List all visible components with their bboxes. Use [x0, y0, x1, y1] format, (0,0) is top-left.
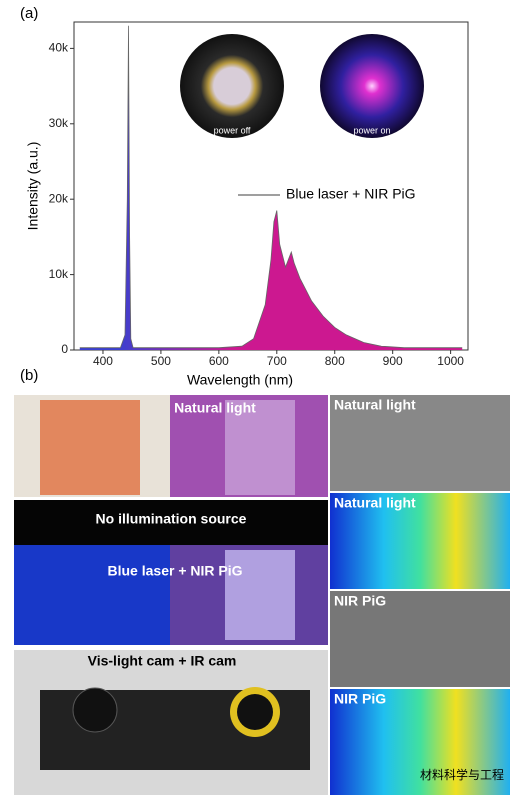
- inset-label: power off: [214, 125, 251, 135]
- y-tick-label: 10k: [49, 267, 69, 281]
- x-tick-label: 900: [383, 354, 403, 368]
- y-tick-label: 20k: [49, 191, 69, 205]
- photo: [14, 500, 328, 545]
- photo: [72, 687, 118, 733]
- y-axis-title: Intensity (a.u.): [25, 142, 41, 231]
- photo: [330, 493, 510, 589]
- panel-b: (b) Natural light No illumination source…: [14, 367, 510, 795]
- photo: [40, 400, 140, 495]
- x-tick-label: 500: [151, 354, 171, 368]
- photo-label: No illumination source: [96, 511, 247, 527]
- x-tick-label: 400: [93, 354, 113, 368]
- inset-photo: [320, 34, 424, 138]
- photo: [330, 591, 510, 687]
- panel-label: (b): [20, 367, 38, 384]
- photo: [225, 400, 295, 495]
- x-axis-title: Wavelength (nm): [187, 372, 293, 388]
- photo-label: Natural light: [174, 400, 256, 416]
- spectrum-line: [79, 25, 463, 349]
- photo: [330, 689, 510, 795]
- watermark: 材料科学与工程: [420, 767, 504, 782]
- photo-label: NIR PiG: [334, 691, 386, 707]
- inset-label: power on: [353, 125, 390, 135]
- panel-label: (a): [20, 5, 38, 22]
- x-tick-label: 600: [209, 354, 229, 368]
- photo-label: NIR PiG: [334, 593, 386, 609]
- y-tick-label: 40k: [49, 41, 69, 55]
- photo-label: Vis-light cam + IR cam: [88, 653, 237, 669]
- photo-label: Natural light: [334, 495, 416, 511]
- x-tick-label: 700: [267, 354, 287, 368]
- legend-label: Blue laser + NIR PiG: [286, 186, 416, 202]
- spectrum-chart: power off power on Wavelength (nm) Inten…: [25, 21, 469, 388]
- inset-photo: [180, 34, 284, 138]
- photo-label: Natural light: [334, 397, 416, 413]
- photo-label: Blue laser + NIR PiG: [108, 563, 243, 579]
- photo: [225, 550, 295, 640]
- photo: [237, 694, 273, 730]
- photo: [330, 395, 510, 491]
- y-tick-label: 30k: [49, 116, 69, 130]
- y-tick-label: 0: [61, 342, 68, 356]
- x-tick-label: 800: [325, 354, 345, 368]
- x-tick-label: 1000: [437, 354, 464, 368]
- photo: [14, 545, 170, 645]
- spectrum-area: [79, 25, 463, 351]
